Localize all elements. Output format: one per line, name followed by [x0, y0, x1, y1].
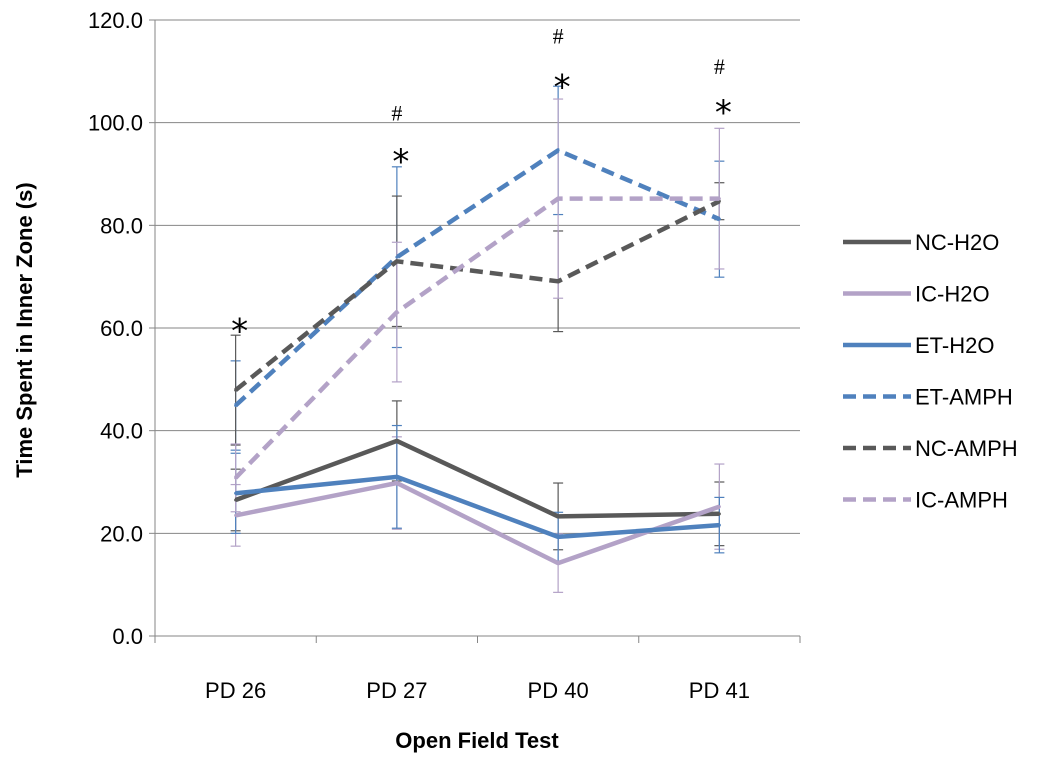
- legend-label: NC-AMPH: [915, 436, 1018, 461]
- data-point: [395, 475, 399, 479]
- significance-hash: #: [553, 23, 564, 48]
- data-point: [556, 535, 560, 539]
- data-point: [556, 279, 560, 283]
- series-line-et-amph: [234, 148, 721, 408]
- y-tick-label: 80.0: [100, 213, 143, 238]
- series-line-ic-amph: [233, 196, 720, 480]
- x-tick-label: PD 40: [528, 678, 589, 703]
- series-lines: [233, 148, 721, 566]
- y-axis-title: Time Spent in Inner Zone (s): [12, 182, 37, 477]
- data-point: [234, 498, 238, 502]
- data-point: [717, 505, 721, 509]
- series-line-nc-amph: [234, 199, 721, 392]
- y-tick-label: 40.0: [100, 419, 143, 444]
- data-point: [395, 259, 399, 263]
- data-point: [395, 481, 399, 485]
- significance-star: *: [392, 142, 409, 182]
- data-point: [717, 523, 721, 527]
- significance-star: *: [231, 311, 248, 351]
- x-tick-label: PD 26: [205, 678, 266, 703]
- significance-annotations: * * # * # * #: [231, 23, 732, 351]
- legend-label: IC-H2O: [915, 282, 990, 307]
- data-point: [395, 439, 399, 443]
- axes: [149, 19, 801, 643]
- data-point: [234, 404, 238, 408]
- significance-hash: #: [714, 54, 725, 79]
- legend-label: ET-AMPH: [915, 385, 1013, 410]
- legend-label: NC-H2O: [915, 230, 999, 255]
- data-point: [234, 476, 238, 480]
- y-tick-label: 100.0: [88, 111, 143, 136]
- data-point: [556, 148, 560, 152]
- data-point: [234, 388, 238, 392]
- legend-label: ET-H2O: [915, 333, 994, 358]
- data-point: [234, 491, 238, 495]
- y-tick-label: 60.0: [100, 316, 143, 341]
- x-tick-label: PD 27: [366, 678, 427, 703]
- data-point: [234, 513, 238, 517]
- significance-star: *: [554, 67, 571, 107]
- data-point: [556, 514, 560, 518]
- y-tick-label: 20.0: [100, 521, 143, 546]
- data-point: [717, 217, 721, 221]
- y-tick-label: 120.0: [88, 8, 143, 33]
- series-line-nc-h2o: [234, 438, 720, 519]
- tick-labels: 0.0 20.0 40.0 60.0 80.0 100.0 120.0 PD 26 PD 27 P…: [88, 8, 750, 703]
- data-point: [717, 512, 721, 516]
- data-point: [395, 310, 399, 314]
- series-line-et-h2o: [235, 474, 720, 540]
- significance-star: *: [715, 93, 732, 133]
- gridlines: [155, 19, 800, 534]
- x-axis-title: Open Field Test: [395, 728, 559, 753]
- x-tick-label: PD 41: [689, 678, 750, 703]
- legend-label: IC-AMPH: [915, 488, 1008, 513]
- data-point: [717, 197, 721, 201]
- legend: NC-H2O IC-H2O ET-H2O ET-AMPH NC-AMPH IC-AMPH: [843, 230, 1018, 513]
- significance-hash: #: [391, 100, 402, 125]
- data-point: [556, 561, 560, 565]
- data-point: [395, 255, 399, 259]
- y-tick-label: 0.0: [112, 624, 143, 649]
- data-point: [556, 197, 560, 201]
- series-line-ic-h2o: [235, 480, 721, 566]
